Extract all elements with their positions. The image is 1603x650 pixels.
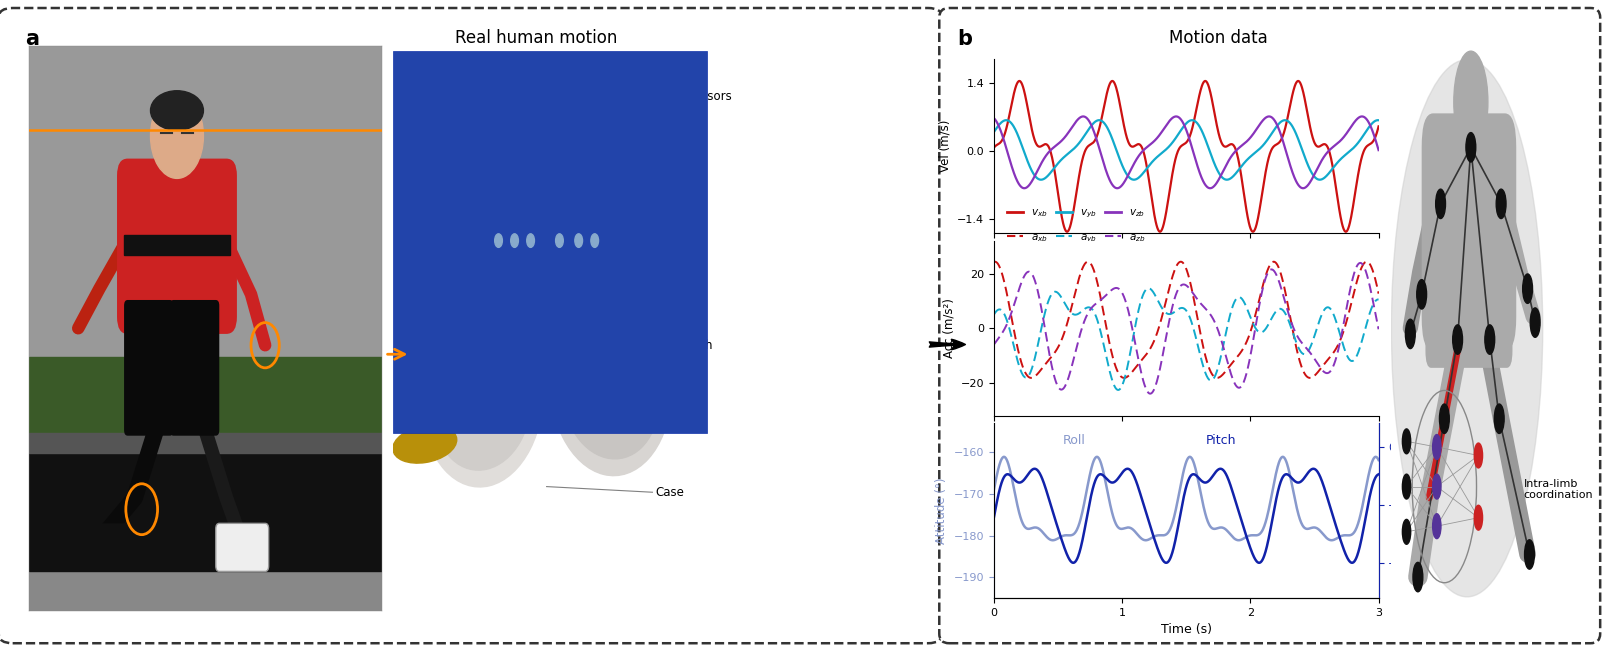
Circle shape	[592, 234, 598, 248]
Circle shape	[1465, 133, 1476, 162]
FancyBboxPatch shape	[216, 523, 269, 571]
Text: Real human motion: Real human motion	[455, 29, 617, 47]
Circle shape	[1403, 519, 1411, 544]
Circle shape	[1496, 189, 1507, 218]
Ellipse shape	[422, 306, 543, 487]
Circle shape	[556, 234, 563, 248]
Text: b: b	[957, 29, 973, 49]
Text: Intra-limb
coordination: Intra-limb coordination	[1524, 478, 1593, 500]
Ellipse shape	[487, 83, 632, 167]
Ellipse shape	[460, 68, 659, 226]
Circle shape	[1433, 474, 1441, 499]
Circle shape	[1531, 308, 1540, 337]
Text: Flow sensors: Flow sensors	[656, 90, 731, 103]
Ellipse shape	[569, 70, 665, 112]
Circle shape	[1523, 274, 1532, 304]
Circle shape	[1494, 404, 1504, 434]
Circle shape	[1484, 325, 1494, 354]
Bar	[123, 235, 229, 255]
Ellipse shape	[151, 91, 204, 131]
Bar	[29, 46, 382, 356]
Circle shape	[527, 234, 534, 248]
FancyBboxPatch shape	[393, 51, 707, 433]
Ellipse shape	[1391, 60, 1542, 597]
Bar	[29, 433, 382, 452]
X-axis label: Time (s): Time (s)	[1161, 623, 1212, 636]
FancyBboxPatch shape	[460, 209, 643, 278]
Ellipse shape	[563, 333, 659, 459]
Text: Motion data: Motion data	[1169, 29, 1268, 47]
Circle shape	[1475, 505, 1483, 530]
Text: Pitch: Pitch	[1205, 434, 1236, 447]
Circle shape	[1524, 540, 1534, 569]
Circle shape	[511, 234, 518, 248]
Text: Case: Case	[656, 486, 684, 499]
Text: Bluetooth: Bluetooth	[656, 339, 713, 352]
Circle shape	[1406, 319, 1415, 348]
Circle shape	[1433, 514, 1441, 539]
FancyBboxPatch shape	[1425, 278, 1513, 368]
Circle shape	[1403, 474, 1411, 499]
Ellipse shape	[460, 113, 659, 215]
Text: Battery: Battery	[656, 407, 701, 420]
Text: Roll: Roll	[1063, 434, 1085, 447]
Text: Circuit: Circuit	[656, 259, 694, 272]
Circle shape	[1412, 562, 1423, 592]
Circle shape	[575, 234, 582, 248]
Circle shape	[1454, 51, 1488, 153]
Y-axis label: Vel (m/s): Vel (m/s)	[938, 120, 952, 172]
Text: $x_b$: $x_b$	[518, 208, 532, 221]
Circle shape	[151, 94, 204, 178]
Circle shape	[1436, 189, 1446, 218]
Circle shape	[551, 105, 567, 133]
Text: Wearable
motion capture
device: Wearable motion capture device	[422, 68, 524, 111]
Y-axis label: Acc (m/s²): Acc (m/s²)	[943, 298, 955, 358]
FancyBboxPatch shape	[117, 159, 237, 334]
Circle shape	[1403, 429, 1411, 454]
FancyBboxPatch shape	[939, 8, 1600, 643]
Y-axis label: Attitude (°): Attitude (°)	[935, 478, 947, 544]
Text: $y_b$: $y_b$	[420, 224, 436, 237]
Circle shape	[1475, 443, 1483, 468]
Circle shape	[1439, 404, 1449, 434]
Text: $z_b$: $z_b$	[481, 161, 495, 174]
FancyBboxPatch shape	[123, 300, 173, 436]
Ellipse shape	[455, 198, 664, 232]
Ellipse shape	[455, 178, 664, 229]
Bar	[29, 356, 382, 441]
Ellipse shape	[393, 425, 457, 463]
FancyBboxPatch shape	[170, 300, 220, 436]
Circle shape	[1433, 435, 1441, 460]
FancyBboxPatch shape	[0, 8, 943, 643]
FancyBboxPatch shape	[71, 523, 128, 571]
Circle shape	[495, 234, 502, 248]
Ellipse shape	[550, 294, 672, 476]
FancyBboxPatch shape	[1422, 113, 1516, 351]
Legend: $a_{xb}$, $a_{yb}$, $a_{zb}$: $a_{xb}$, $a_{yb}$, $a_{zb}$	[1003, 227, 1149, 249]
Ellipse shape	[434, 344, 531, 470]
Bar	[29, 441, 382, 571]
Circle shape	[1417, 280, 1427, 309]
Circle shape	[1452, 325, 1462, 354]
Text: Inertial
sensors: Inertial sensors	[656, 190, 701, 218]
Text: a: a	[24, 29, 38, 49]
Bar	[1464, 108, 1480, 142]
